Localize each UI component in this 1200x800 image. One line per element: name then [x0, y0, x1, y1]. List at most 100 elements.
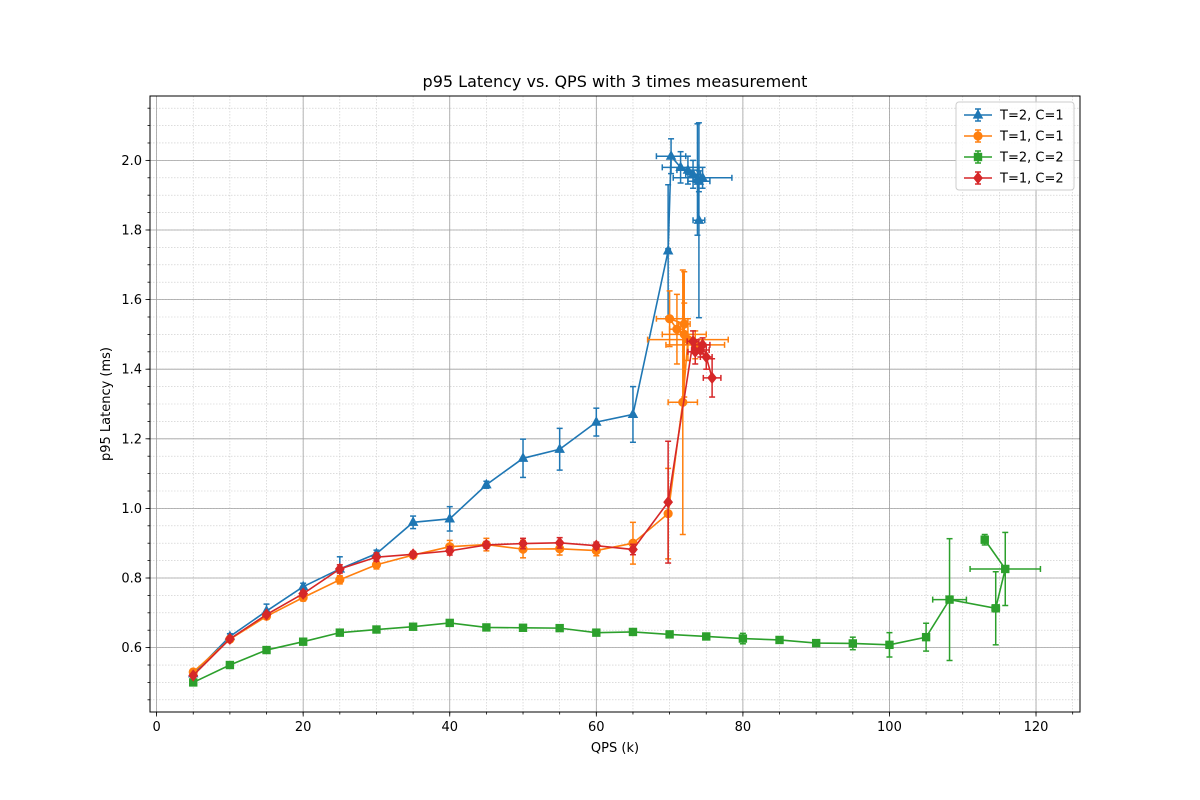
x-tick-label: 120 — [1024, 720, 1049, 735]
legend-item: T=1, C=2 — [964, 171, 1064, 187]
data-point — [921, 632, 931, 642]
data-point — [518, 537, 528, 550]
data-point — [693, 214, 705, 224]
data-point — [662, 244, 674, 255]
data-point — [225, 660, 235, 670]
data-point — [555, 623, 564, 633]
data-point — [298, 587, 309, 600]
legend-label: T=1, C=2 — [999, 172, 1064, 187]
data-point — [444, 544, 455, 558]
data-point — [701, 350, 712, 364]
data-point — [517, 452, 529, 462]
series-t-2-c-2 — [189, 531, 1042, 687]
data-point — [1001, 564, 1010, 574]
data-point — [627, 408, 639, 419]
data-point — [407, 516, 419, 526]
data-point — [335, 628, 345, 637]
y-tick-label: 1.2 — [121, 432, 142, 447]
series-t-2-c-1 — [187, 122, 733, 678]
data-point — [692, 173, 703, 184]
legend: T=2, C=1 T=1, C=1 T=2, C=2 T=1, C=2 — [955, 101, 1075, 191]
series-t-1-c-2 — [188, 330, 722, 682]
legend-box — [955, 101, 1075, 191]
y-axis-label: p95 Latency (ms) — [99, 347, 114, 461]
axis-ticks: 0 20 40 60 80 100 120 0.6 0.8 1.0 1.2 1.4 1.6 1.8 2.0 — [121, 107, 1074, 735]
data-point — [679, 329, 689, 339]
data-point — [775, 635, 784, 645]
x-tick-label: 60 — [588, 720, 605, 735]
chart-title: p95 Latency vs. QPS with 3 times measure… — [423, 72, 808, 91]
data-point — [554, 536, 565, 550]
data-point — [811, 638, 821, 648]
x-tick-label: 100 — [877, 720, 902, 735]
x-tick-label: 80 — [735, 720, 752, 735]
data-point — [444, 512, 456, 523]
data-point — [688, 335, 698, 348]
y-tick-label: 0.6 — [121, 641, 142, 656]
data-point — [262, 645, 271, 655]
data-point — [591, 539, 602, 552]
data-point — [707, 371, 718, 385]
legend-marker — [973, 171, 983, 185]
data-point — [702, 632, 711, 641]
data-point — [738, 634, 748, 643]
y-tick-label: 1.0 — [121, 502, 142, 517]
y-tick-label: 1.6 — [121, 293, 142, 308]
data-point — [945, 595, 954, 604]
data-point — [334, 562, 345, 576]
y-tick-label: 2.0 — [121, 154, 142, 169]
data-point — [554, 443, 565, 453]
data-point — [481, 538, 492, 552]
data-point — [679, 319, 689, 329]
data-point — [991, 604, 1000, 613]
data-point — [682, 164, 694, 174]
data-point — [628, 543, 638, 556]
data-point — [445, 618, 454, 628]
data-point — [481, 478, 492, 489]
data-point — [482, 623, 491, 632]
legend-label: T=2, C=1 — [999, 109, 1064, 124]
data-series — [187, 122, 1042, 687]
x-axis-label: QPS (k) — [591, 741, 639, 756]
data-point — [408, 622, 418, 631]
x-tick-label: 20 — [295, 720, 312, 735]
legend-item: T=2, C=1 — [964, 108, 1064, 124]
data-point — [885, 640, 894, 650]
legend-marker — [973, 152, 983, 162]
legend-item: T=2, C=2 — [964, 150, 1064, 166]
data-point — [687, 168, 699, 178]
x-tick-label: 0 — [152, 720, 160, 735]
data-point — [848, 639, 858, 648]
y-tick-label: 1.4 — [121, 363, 142, 378]
data-point — [518, 623, 528, 632]
data-point — [665, 150, 677, 160]
data-point — [695, 343, 706, 357]
data-point — [408, 548, 419, 561]
legend-marker — [972, 108, 984, 119]
legend-label: T=2, C=2 — [999, 151, 1064, 166]
data-point — [664, 314, 675, 324]
data-point — [371, 550, 382, 564]
legend-label: T=1, C=1 — [999, 130, 1064, 145]
x-tick-label: 40 — [441, 720, 458, 735]
data-point — [592, 628, 601, 637]
data-point — [665, 630, 674, 639]
data-point — [675, 161, 686, 171]
data-point — [672, 324, 682, 334]
data-point — [628, 627, 638, 637]
legend-item: T=1, C=1 — [964, 129, 1064, 145]
legend-marker — [973, 131, 983, 141]
data-point — [372, 625, 381, 634]
data-point — [224, 632, 235, 646]
data-point — [261, 608, 272, 621]
y-tick-label: 0.8 — [121, 572, 142, 587]
data-point — [188, 669, 199, 682]
data-point — [591, 416, 602, 426]
data-point — [980, 535, 989, 544]
y-tick-label: 1.8 — [121, 223, 142, 238]
data-point — [663, 496, 674, 509]
data-point — [335, 575, 345, 585]
data-point — [298, 637, 308, 646]
